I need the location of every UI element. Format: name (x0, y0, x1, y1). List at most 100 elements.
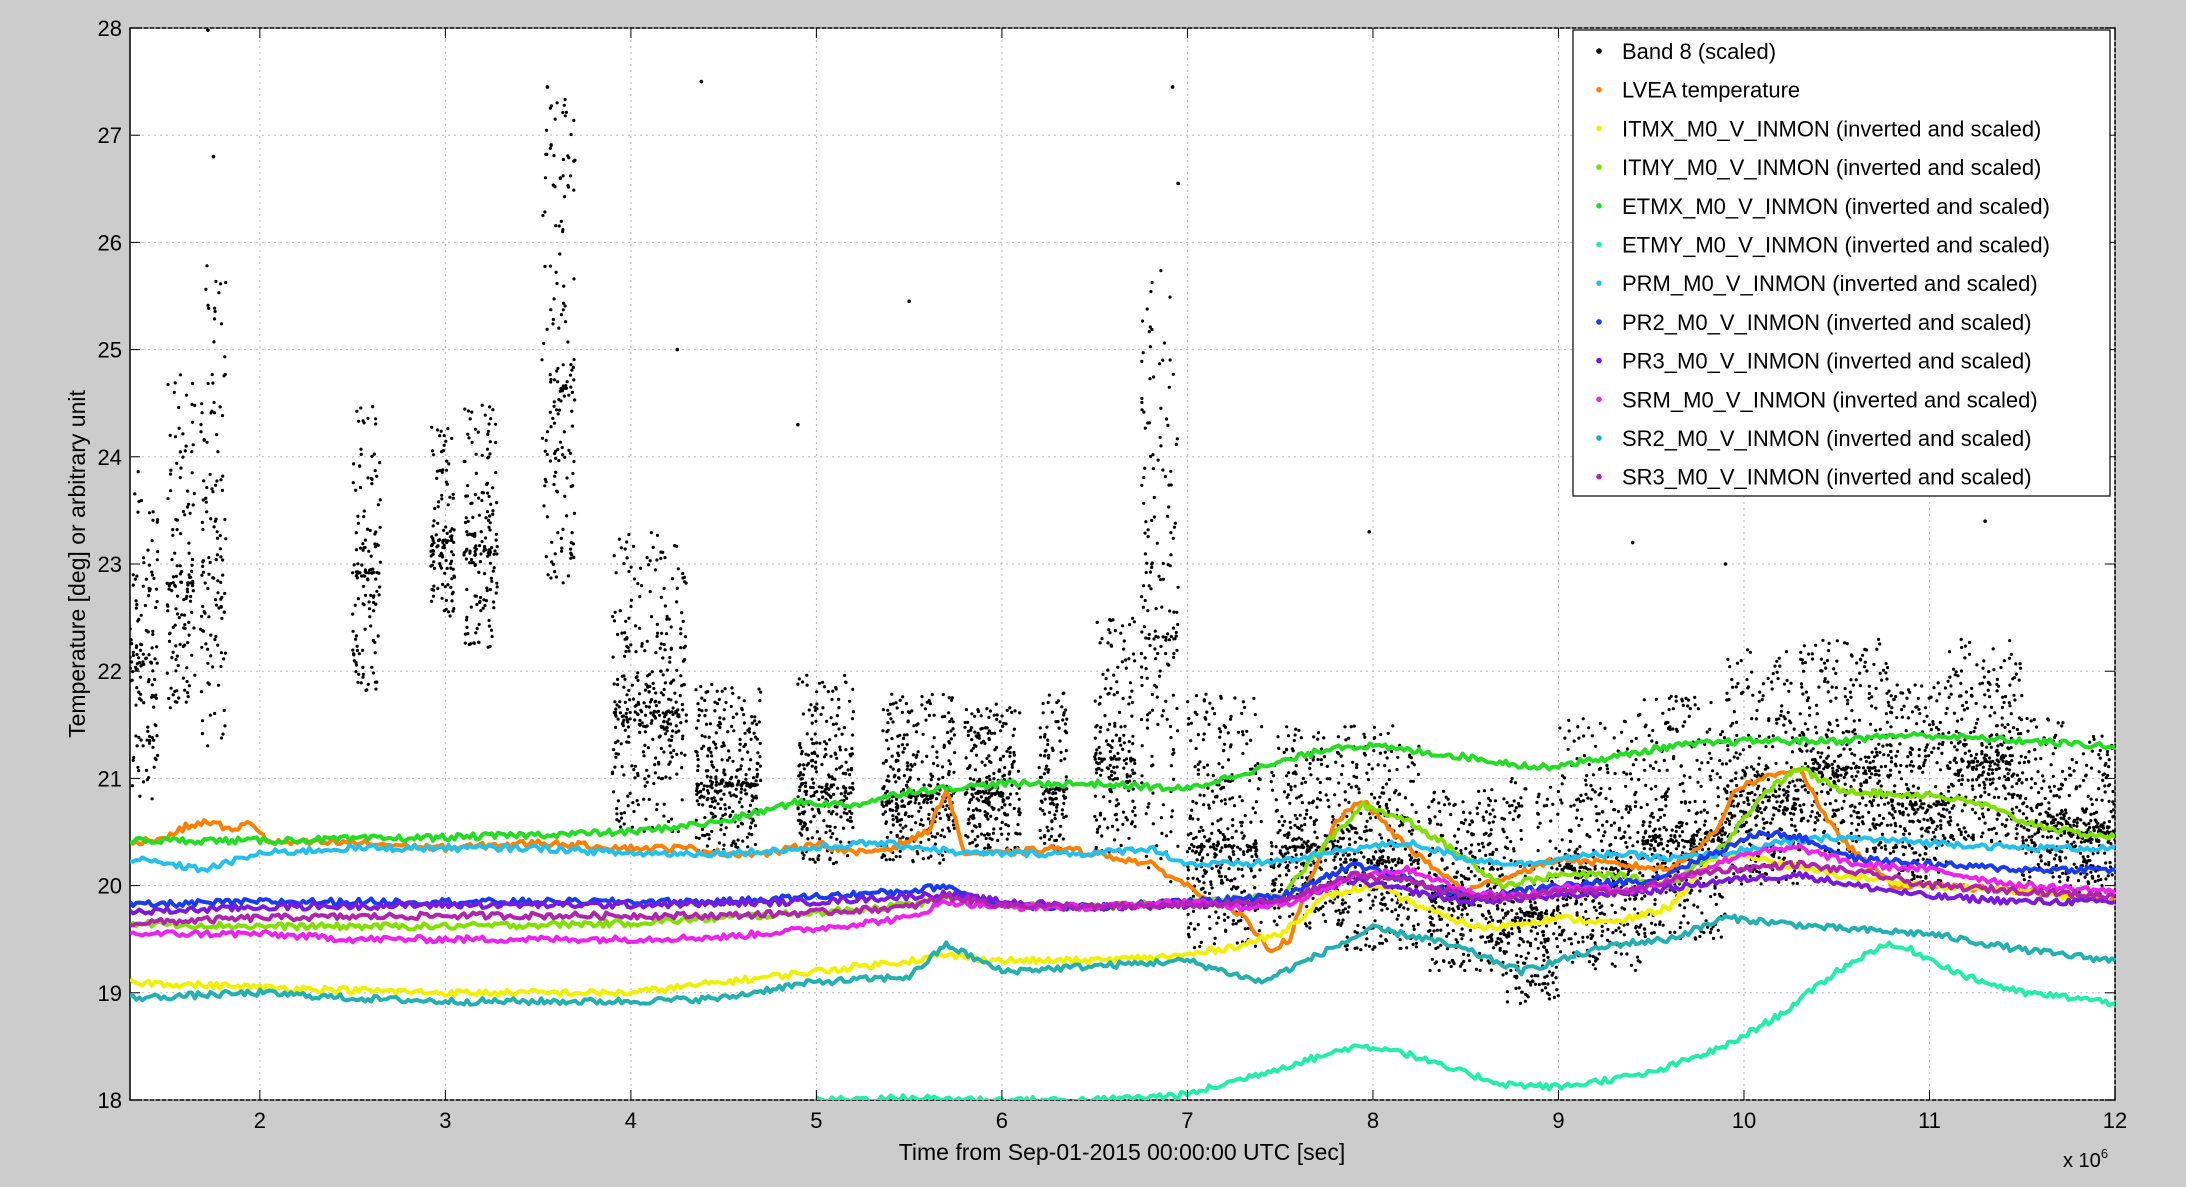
band8-dot (370, 454, 374, 458)
band8-dot (885, 789, 889, 794)
band8-dot (201, 560, 205, 564)
band8-dot (181, 455, 185, 459)
band8-dot (1203, 890, 1207, 895)
band8-dot (911, 753, 916, 757)
band8-dot (1190, 808, 1194, 812)
band8-dot (1227, 867, 1231, 871)
band8-dot (734, 794, 738, 799)
band8-dot (1159, 578, 1163, 582)
band8-dot (1379, 732, 1383, 737)
band8-dot (1398, 938, 1402, 942)
band8-dot (549, 143, 553, 147)
band8-dot (554, 408, 559, 412)
band8-dot (550, 560, 554, 564)
band8-dot (681, 659, 686, 663)
band8-dot (1591, 954, 1595, 959)
band8-dot (613, 710, 618, 714)
band8-dot (1005, 708, 1009, 713)
band8-dot (1210, 789, 1214, 793)
band8-dot (1604, 867, 1608, 871)
band8-dot (1113, 629, 1117, 633)
band8-dot (1396, 860, 1400, 864)
band8-dot (1286, 793, 1290, 797)
band8-dot (143, 603, 147, 608)
band8-dot (1103, 687, 1107, 691)
band8-dot (1458, 964, 1463, 968)
band8-dot (1055, 809, 1059, 813)
band8-dot (1499, 932, 1503, 936)
band8-dot (1004, 822, 1008, 827)
band8-dot (1406, 907, 1410, 911)
band8-dot (652, 686, 656, 691)
band8-dot (1018, 711, 1022, 715)
band8-dot (921, 823, 925, 827)
band8-dot (216, 579, 220, 583)
band8-dot (1206, 773, 1210, 777)
band8-dot (806, 837, 810, 841)
band8-dot (1276, 735, 1280, 739)
band8-dot (1630, 739, 1634, 743)
band8-dot (431, 524, 435, 528)
band8-dot (1285, 846, 1289, 850)
band8-dot (1493, 799, 1497, 803)
band8-dot (827, 810, 831, 814)
band8-dot (1366, 778, 1371, 782)
band8-dot (449, 536, 454, 540)
band8-dot (552, 404, 556, 408)
band8-dot (1416, 922, 1420, 927)
band8-dot (491, 408, 495, 412)
band8-dot (1462, 952, 1466, 956)
band8-dot (1291, 838, 1295, 842)
band8-dot (1140, 781, 1144, 785)
band8-dot (479, 552, 483, 556)
band8-dot (1531, 915, 1535, 919)
band8-dot (1556, 994, 1560, 998)
band8-dot (1391, 859, 1395, 863)
band8-dot (684, 719, 688, 723)
band8-dot (1215, 843, 1219, 848)
band8-dot (1058, 739, 1062, 743)
band8-dot (191, 584, 195, 588)
band8-dot (1269, 780, 1273, 784)
band8-dot (1487, 796, 1491, 801)
band8-dot (799, 746, 803, 750)
band8-dot (148, 734, 152, 739)
band8-dot (851, 710, 856, 714)
band8-dot (1171, 747, 1175, 752)
band8-dot (189, 594, 193, 599)
band8-dot (377, 593, 381, 597)
band8-dot (1312, 735, 1316, 739)
band8-dot (171, 575, 176, 579)
band8-dot (151, 633, 155, 637)
band8-dot (1240, 799, 1244, 803)
band8-dot (1574, 816, 1579, 820)
band8-dot (181, 644, 185, 649)
band8-dot (1510, 777, 1514, 781)
band8-dot (1257, 929, 1261, 933)
band8-dot (369, 568, 373, 572)
band8-dot (1376, 800, 1380, 804)
band8-dot (1318, 780, 1322, 785)
band8-dot (1223, 742, 1227, 746)
band8-dot (1541, 933, 1545, 938)
band8-dot (932, 761, 936, 766)
band8-dot (1357, 787, 1361, 791)
band8-dot (1437, 905, 1441, 909)
band8-dot (842, 786, 846, 790)
band8-dot (613, 741, 618, 745)
band8-dot (842, 811, 846, 815)
band8-dot (681, 619, 685, 624)
band8-dot (1191, 849, 1195, 853)
band8-dot (1159, 644, 1163, 649)
band8-dot (1380, 897, 1384, 902)
band8-dot (1331, 842, 1335, 847)
band8-dot (1504, 971, 1508, 975)
band8-dot (1533, 974, 1537, 978)
band8-dot (1459, 932, 1463, 937)
band8-dot (1440, 858, 1444, 862)
band8-dot (1038, 726, 1042, 730)
band8-dot (655, 808, 659, 812)
band8-dot (1357, 791, 1361, 795)
band8-dot (801, 680, 805, 684)
band8-dot (1130, 689, 1134, 693)
